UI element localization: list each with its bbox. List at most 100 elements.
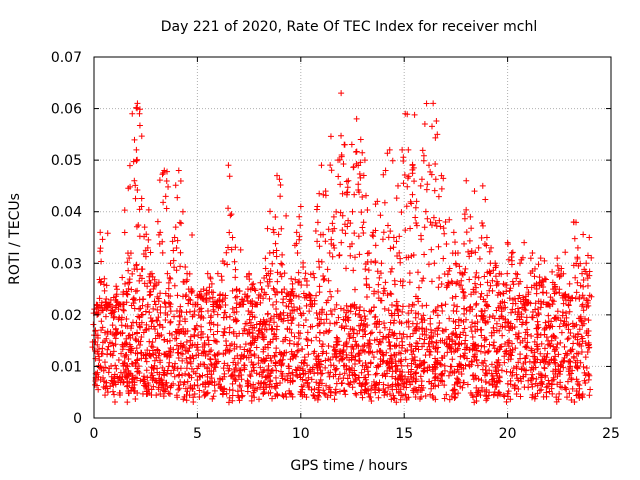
data-point-spike — [435, 284, 442, 291]
data-point — [105, 369, 112, 376]
data-point — [208, 347, 215, 354]
data-point — [155, 386, 162, 393]
data-point — [451, 369, 458, 376]
data-point-spike — [182, 293, 189, 300]
data-point — [322, 391, 329, 398]
data-point-spike — [269, 260, 276, 267]
data-point — [395, 382, 402, 389]
data-point — [526, 358, 533, 365]
data-point — [451, 390, 458, 397]
data-point-spike — [415, 284, 422, 291]
data-point-spike — [338, 132, 345, 139]
data-point — [464, 381, 471, 388]
data-point — [544, 383, 551, 390]
data-point — [265, 352, 272, 359]
data-point — [430, 214, 437, 221]
data-point — [115, 356, 122, 363]
data-point-spike — [176, 219, 183, 226]
data-point — [412, 378, 419, 385]
data-point — [550, 343, 557, 350]
data-point — [210, 331, 217, 338]
data-point-spike — [208, 289, 215, 296]
data-point — [351, 191, 358, 198]
data-point-spike — [322, 192, 329, 199]
data-point — [405, 303, 412, 310]
data-point-spike — [177, 263, 184, 270]
data-point — [164, 367, 171, 374]
data-point — [400, 331, 407, 338]
data-point — [350, 330, 357, 337]
data-point — [168, 370, 175, 377]
data-point — [477, 348, 484, 355]
data-point-spike — [456, 263, 463, 270]
data-point-spike — [482, 298, 489, 305]
data-point — [341, 370, 348, 377]
data-point — [339, 355, 346, 362]
data-point — [408, 351, 415, 358]
data-point — [335, 375, 342, 382]
data-point-spike — [478, 290, 485, 297]
data-point — [391, 351, 398, 358]
data-point-peak — [208, 280, 215, 287]
data-point — [257, 279, 264, 286]
data-point-spike — [490, 267, 497, 274]
data-point-peak — [386, 146, 393, 153]
data-point-spike — [410, 251, 417, 258]
data-point — [362, 323, 369, 330]
data-point — [316, 389, 323, 396]
data-point-spike — [155, 279, 162, 286]
data-point-spike — [226, 229, 233, 236]
data-point-spike — [146, 292, 153, 299]
data-point — [233, 365, 240, 372]
data-point — [403, 396, 410, 403]
data-point-spike — [492, 273, 499, 280]
y-tick-label: 0.01 — [51, 359, 82, 375]
data-point — [430, 308, 437, 315]
data-point — [495, 304, 502, 311]
data-point-spike — [359, 149, 366, 156]
data-point-spike — [420, 275, 427, 282]
data-point — [146, 390, 153, 397]
data-point — [562, 249, 569, 256]
data-point — [153, 378, 160, 385]
data-point — [518, 378, 525, 385]
data-point-spike — [552, 283, 559, 290]
data-point-spike — [115, 301, 122, 308]
data-point-peak — [413, 198, 420, 205]
data-point-spike — [340, 160, 347, 167]
data-point — [411, 354, 418, 361]
data-point — [194, 341, 201, 348]
data-point-spike — [232, 294, 239, 301]
data-point — [191, 381, 198, 388]
data-point-spike — [574, 279, 581, 286]
data-point — [486, 341, 493, 348]
data-point — [297, 222, 304, 229]
data-point-spike — [412, 214, 419, 221]
data-point-spike — [226, 173, 233, 180]
data-point — [371, 314, 378, 321]
data-point — [523, 314, 530, 321]
axis-ticks — [93, 56, 612, 419]
data-point — [565, 365, 572, 372]
y-tick-label: 0.02 — [51, 308, 82, 324]
data-point-spike — [317, 231, 324, 238]
data-point — [336, 388, 343, 395]
data-point — [549, 390, 556, 397]
data-point — [223, 390, 230, 397]
data-point-spike — [346, 243, 353, 250]
data-point — [339, 379, 346, 386]
data-point — [164, 338, 171, 345]
data-point-spike — [576, 294, 583, 301]
data-point — [307, 323, 314, 330]
data-point — [291, 304, 298, 311]
data-point — [457, 361, 464, 368]
data-point — [433, 117, 440, 124]
data-point — [398, 372, 405, 379]
data-point — [244, 377, 251, 384]
data-point-spike — [126, 279, 133, 286]
data-point-spike — [428, 171, 435, 178]
data-point-spike — [160, 169, 167, 176]
data-point — [584, 348, 591, 355]
data-point — [294, 306, 301, 313]
data-point — [435, 243, 442, 250]
